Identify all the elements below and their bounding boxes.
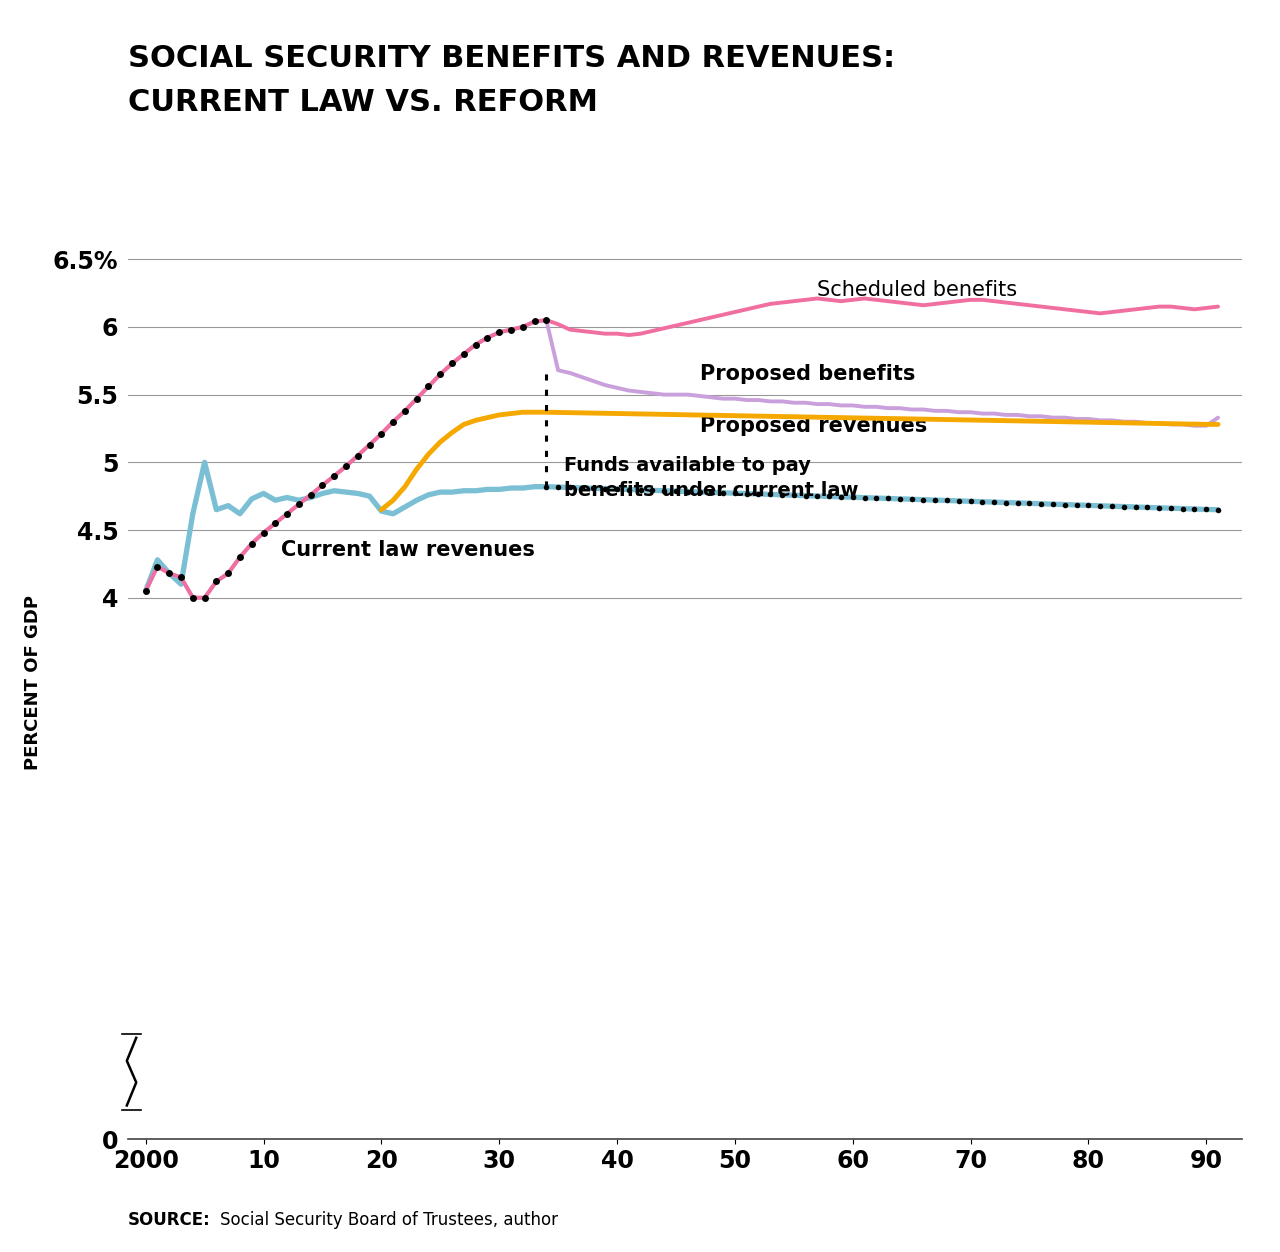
Text: CURRENT LAW VS. REFORM: CURRENT LAW VS. REFORM	[128, 88, 598, 116]
Text: Social Security Board of Trustees, author: Social Security Board of Trustees, autho…	[220, 1212, 558, 1229]
Y-axis label: PERCENT OF GDP: PERCENT OF GDP	[23, 595, 42, 770]
Text: SOCIAL SECURITY BENEFITS AND REVENUES:: SOCIAL SECURITY BENEFITS AND REVENUES:	[128, 44, 895, 73]
Text: Funds available to pay
benefits under current law: Funds available to pay benefits under cu…	[564, 456, 859, 500]
Text: Current law revenues: Current law revenues	[282, 541, 535, 561]
Text: Proposed benefits: Proposed benefits	[700, 364, 915, 384]
Text: Proposed revenues: Proposed revenues	[700, 416, 927, 436]
Text: Scheduled benefits: Scheduled benefits	[818, 280, 1018, 300]
Text: SOURCE:: SOURCE:	[128, 1212, 211, 1229]
